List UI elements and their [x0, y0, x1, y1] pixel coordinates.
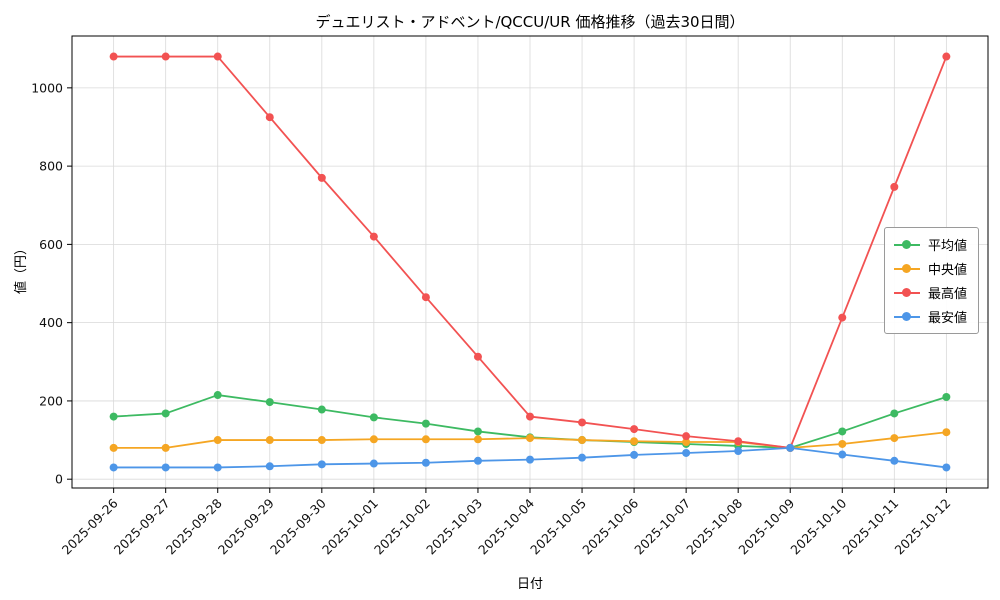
data-point — [109, 463, 118, 472]
data-point — [265, 398, 274, 407]
data-point — [630, 437, 639, 446]
data-point — [526, 434, 534, 443]
data-point — [421, 419, 430, 428]
legend-key-dot — [902, 264, 912, 273]
legend: 平均値中央値最高値最安値 — [883, 227, 979, 334]
legend-label: 中央値 — [927, 263, 967, 278]
data-point — [734, 447, 743, 456]
data-point — [630, 425, 639, 434]
data-point — [578, 453, 587, 462]
legend-key-line — [893, 264, 920, 273]
legend-key-dot — [902, 240, 912, 249]
y-tick-label: 200 — [39, 393, 63, 408]
data-point — [473, 427, 482, 436]
y-tick-label: 600 — [39, 237, 63, 252]
data-point — [838, 450, 847, 459]
data-point — [473, 435, 482, 444]
legend-label: 最安値 — [927, 311, 967, 326]
data-point — [734, 437, 743, 446]
data-point — [942, 428, 951, 437]
data-point — [161, 52, 170, 61]
data-point — [317, 173, 326, 182]
chart-title: デュエリスト・アドベント/QCCU/UR 価格推移（過去30日間） — [315, 13, 745, 31]
data-point — [213, 391, 222, 400]
data-point — [109, 443, 118, 452]
data-point — [578, 436, 587, 445]
y-tick-label: 800 — [39, 159, 63, 174]
data-point — [526, 412, 534, 421]
data-point — [421, 435, 430, 444]
legend-key-dot — [902, 288, 912, 297]
data-point — [473, 456, 482, 465]
data-point — [317, 460, 326, 469]
data-point — [942, 463, 951, 472]
data-point — [213, 463, 222, 472]
y-tick-label: 400 — [39, 315, 63, 330]
data-point — [526, 455, 534, 464]
data-point — [838, 427, 847, 436]
data-point — [786, 443, 795, 452]
data-point — [838, 313, 847, 322]
y-axis-label: 値（円） — [14, 241, 29, 294]
data-point — [630, 450, 639, 459]
data-point — [942, 393, 951, 402]
legend-label: 平均値 — [927, 239, 967, 254]
legend-key-line — [893, 240, 920, 249]
data-point — [682, 432, 691, 441]
legend-item: 最安値 — [893, 307, 967, 326]
legend-key-dot — [902, 312, 912, 321]
data-point — [161, 443, 170, 452]
data-point — [890, 434, 899, 443]
x-tick-label: 2025-10-12 — [892, 496, 954, 558]
data-point — [369, 459, 378, 468]
data-point — [890, 456, 899, 465]
data-point — [473, 352, 482, 361]
data-point — [942, 52, 951, 61]
data-point — [213, 436, 222, 445]
legend-key-line — [893, 312, 920, 321]
data-point — [369, 413, 378, 422]
legend-label: 最高値 — [927, 287, 967, 302]
data-point — [265, 462, 274, 471]
y-tick-label: 0 — [55, 472, 63, 487]
data-point — [682, 448, 691, 457]
data-point — [682, 438, 691, 447]
data-point — [109, 52, 118, 61]
data-point — [213, 52, 222, 61]
data-point — [109, 412, 118, 421]
data-point — [369, 232, 378, 241]
data-point — [265, 436, 274, 445]
legend-key-line — [893, 288, 920, 297]
data-point — [317, 436, 326, 445]
legend-item: 最高値 — [893, 283, 967, 302]
data-point — [838, 439, 847, 448]
data-point — [317, 405, 326, 414]
legend-item: 平均値 — [893, 235, 967, 254]
data-point — [890, 409, 899, 418]
data-point — [578, 418, 587, 427]
data-point — [421, 293, 430, 302]
data-point — [161, 463, 170, 472]
y-tick-label: 1000 — [31, 80, 63, 95]
data-point — [161, 409, 170, 418]
legend-item: 中央値 — [893, 259, 967, 278]
data-point — [890, 182, 899, 191]
x-axis-label: 日付 — [516, 577, 543, 592]
data-point — [265, 113, 274, 122]
data-point — [369, 435, 378, 444]
data-point — [421, 458, 430, 467]
